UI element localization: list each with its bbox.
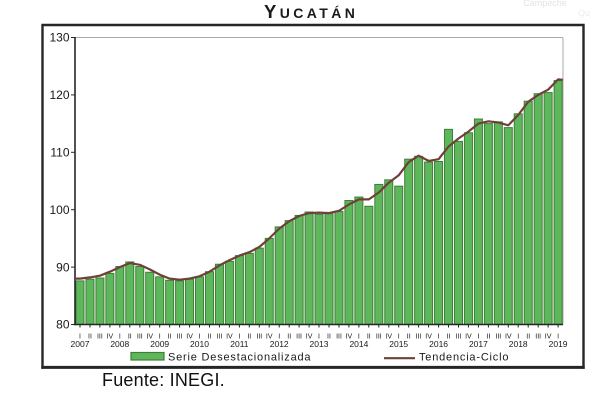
svg-text:I: I xyxy=(79,334,81,341)
svg-text:110: 110 xyxy=(50,146,69,160)
svg-text:I: I xyxy=(358,334,360,341)
svg-text:I: I xyxy=(278,334,280,341)
svg-text:II: II xyxy=(486,334,490,341)
svg-text:I: I xyxy=(477,334,479,341)
svg-text:I: I xyxy=(438,334,440,341)
svg-text:80: 80 xyxy=(56,318,70,332)
svg-text:I: I xyxy=(517,334,519,341)
svg-text:II: II xyxy=(447,334,451,341)
svg-text:Qu: Qu xyxy=(578,8,590,18)
svg-text:2015: 2015 xyxy=(389,339,408,349)
svg-text:II: II xyxy=(168,334,172,341)
svg-text:III: III xyxy=(416,334,422,341)
svg-text:I: I xyxy=(119,334,121,341)
svg-text:I: I xyxy=(159,334,161,341)
svg-text:III: III xyxy=(177,334,183,341)
svg-text:I: I xyxy=(557,334,559,341)
svg-text:2012: 2012 xyxy=(270,339,289,349)
svg-text:II: II xyxy=(287,334,291,341)
svg-text:2016: 2016 xyxy=(429,339,448,349)
svg-text:Serie Desestacionalizada: Serie Desestacionalizada xyxy=(168,352,311,364)
svg-text:IV: IV xyxy=(505,334,512,341)
svg-text:IV: IV xyxy=(545,334,552,341)
svg-text:I: I xyxy=(318,334,320,341)
svg-text:I: I xyxy=(238,334,240,341)
svg-text:IV: IV xyxy=(306,334,313,341)
svg-text:90: 90 xyxy=(56,260,70,274)
svg-text:2014: 2014 xyxy=(349,339,368,349)
svg-text:IV: IV xyxy=(186,334,193,341)
svg-text:YUCATÁN: YUCATÁN xyxy=(264,1,358,22)
svg-text:II: II xyxy=(367,334,371,341)
svg-text:IV: IV xyxy=(465,334,472,341)
svg-text:2013: 2013 xyxy=(310,339,329,349)
svg-text:I: I xyxy=(199,334,201,341)
svg-text:III: III xyxy=(296,334,302,341)
svg-text:2007: 2007 xyxy=(71,339,90,349)
svg-text:IV: IV xyxy=(146,334,153,341)
svg-text:I: I xyxy=(398,334,400,341)
svg-text:120: 120 xyxy=(49,88,69,102)
svg-text:2009: 2009 xyxy=(150,339,169,349)
svg-text:IV: IV xyxy=(107,334,114,341)
svg-text:III: III xyxy=(495,334,501,341)
svg-text:Fuente: INEGI.: Fuente: INEGI. xyxy=(102,370,225,390)
svg-text:2017: 2017 xyxy=(469,339,488,349)
svg-text:II: II xyxy=(128,334,132,341)
svg-text:III: III xyxy=(535,334,541,341)
svg-text:2010: 2010 xyxy=(190,339,209,349)
svg-text:130: 130 xyxy=(49,31,69,45)
svg-text:Campeche: Campeche xyxy=(523,0,567,8)
svg-text:IV: IV xyxy=(346,334,353,341)
svg-text:2018: 2018 xyxy=(509,339,528,349)
svg-text:III: III xyxy=(216,334,222,341)
svg-text:III: III xyxy=(376,334,382,341)
svg-text:III: III xyxy=(456,334,462,341)
svg-text:III: III xyxy=(97,334,103,341)
svg-text:100: 100 xyxy=(49,203,69,217)
svg-text:II: II xyxy=(407,334,411,341)
svg-text:II: II xyxy=(526,334,530,341)
svg-text:IV: IV xyxy=(425,334,432,341)
svg-text:II: II xyxy=(327,334,331,341)
svg-text:II: II xyxy=(247,334,251,341)
svg-text:2011: 2011 xyxy=(230,339,249,349)
svg-text:III: III xyxy=(336,334,342,341)
svg-text:IV: IV xyxy=(226,334,233,341)
svg-text:2019: 2019 xyxy=(549,339,568,349)
svg-text:III: III xyxy=(256,334,262,341)
svg-text:2008: 2008 xyxy=(110,339,129,349)
svg-text:II: II xyxy=(208,334,212,341)
svg-text:II: II xyxy=(88,334,92,341)
svg-text:IV: IV xyxy=(385,334,392,341)
svg-text:IV: IV xyxy=(266,334,273,341)
svg-text:Tendencia-Ciclo: Tendencia-Ciclo xyxy=(419,352,509,364)
svg-text:III: III xyxy=(137,334,143,341)
